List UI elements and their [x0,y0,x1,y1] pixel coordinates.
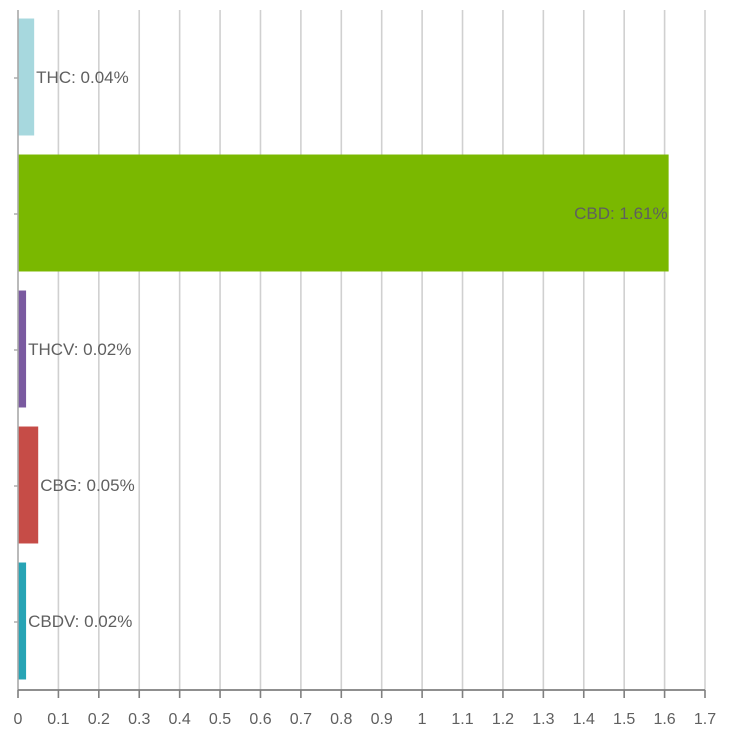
x-tick-label: 1 [418,711,427,728]
x-tick-label: 1.1 [451,711,473,728]
x-tick-label: 1.6 [653,711,675,728]
x-tick-label: 0 [14,711,23,728]
x-tick-label: 1.5 [613,711,635,728]
bar-cbd [18,154,669,272]
bar-label-cbg: CBG: 0.05% [40,476,135,495]
x-tick-label: 0.2 [88,711,110,728]
x-tick-label: 1.2 [492,711,514,728]
x-tick-label: 1.4 [573,711,595,728]
bar-label-thc: THC: 0.04% [36,68,129,87]
x-tick-label: 0.4 [169,711,191,728]
bar-label-cbd: CBD: 1.61% [574,204,668,223]
x-tick-label: 0.7 [290,711,312,728]
bar-label-thcv: THCV: 0.02% [28,340,131,359]
x-tick-label: 0.5 [209,711,231,728]
bar-label-cbdv: CBDV: 0.02% [28,612,132,631]
bar-labels: THC: 0.04% CBD: 1.61% THCV: 0.02% CBG: 0.05… [28,68,668,631]
x-tick-label: 1.3 [532,711,554,728]
x-axis-ticks: 0 0.1 0.2 0.3 0.4 0.5 0.6 0.7 0.8 0.9 1 1.1 1.2 1.3 1.… [14,690,716,728]
bar-thcv [18,290,27,408]
bar-cbg [18,426,39,544]
axes [14,10,705,691]
x-tick-label: 0.1 [47,711,69,728]
bar-thc [18,18,35,136]
bar-cbdv [18,562,27,680]
x-tick-label: 0.3 [128,711,150,728]
bars [18,18,669,680]
x-tick-label: 0.8 [330,711,352,728]
x-tick-label: 1.7 [694,711,716,728]
x-tick-label: 0.6 [249,711,271,728]
vertical-grid [57,10,706,690]
x-tick-label: 0.9 [371,711,393,728]
